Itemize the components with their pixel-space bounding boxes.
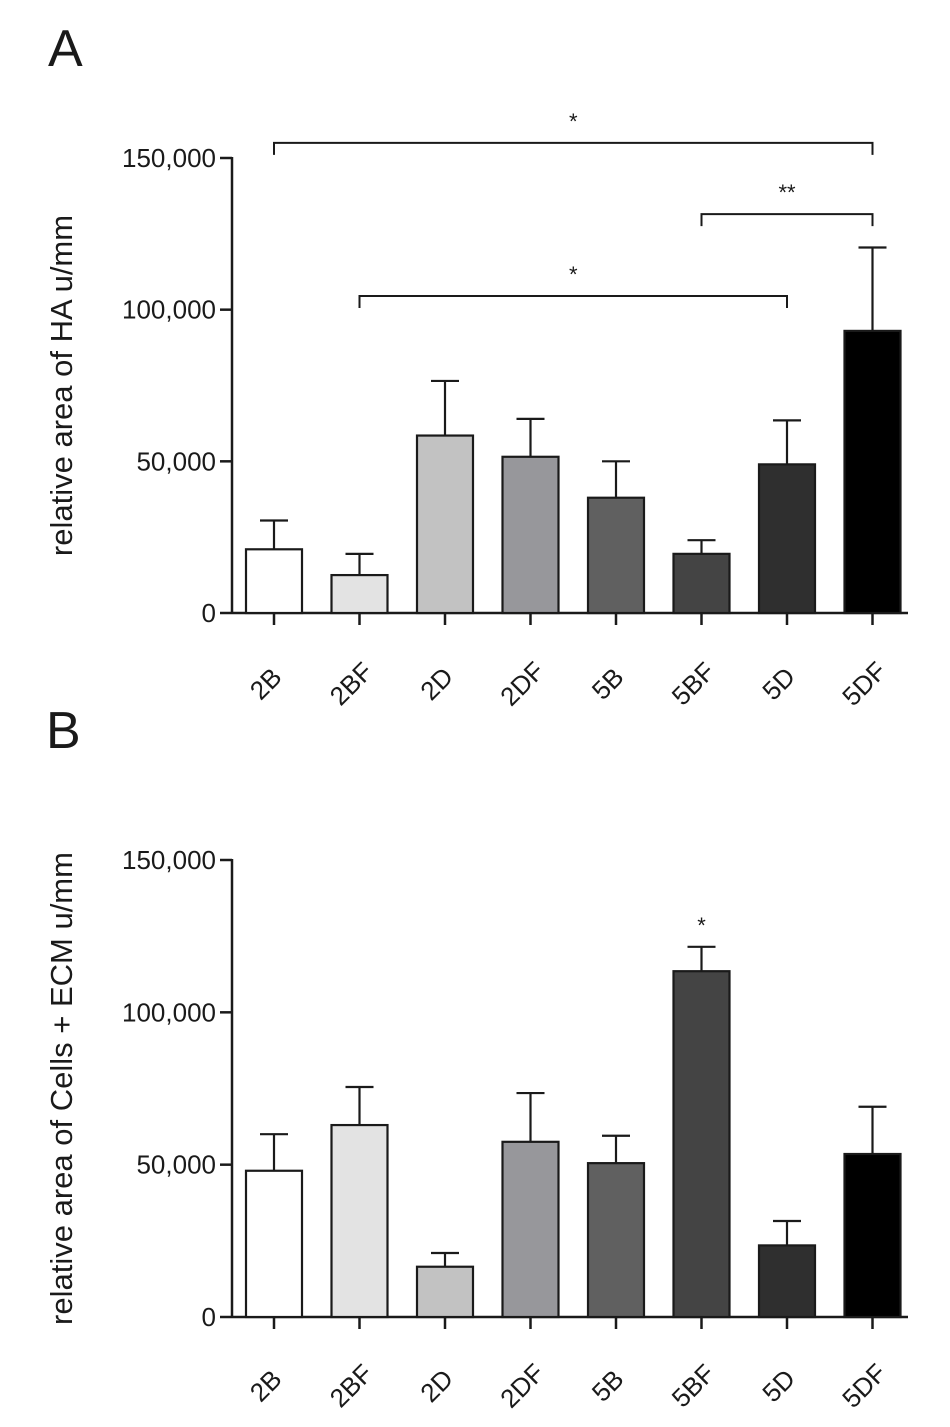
panel-a-y-tick-label: 0	[202, 598, 216, 628]
panel-b-bar-2b	[244, 1169, 304, 1319]
panel-a-letter: A	[48, 20, 83, 78]
panel-a-bar-2bf	[330, 573, 389, 615]
panel-a-bar-5bf	[672, 552, 731, 615]
panel-b-y-tick-label: 100,000	[122, 997, 216, 1027]
panel-a-bar-2df	[501, 455, 560, 615]
panel-b-annotation-label: *	[697, 913, 706, 938]
panel-b-bar-2df	[501, 1140, 560, 1319]
panel-b-bar-5d	[757, 1244, 817, 1319]
panel-b-category-label: 2B	[244, 1364, 288, 1408]
panel-a-category-label: 5DF	[836, 656, 892, 712]
panel-a-y-tick-label: 50,000	[136, 446, 216, 476]
panel-b-y-axis-title: relative area of Cells + ECM u/mm	[44, 852, 79, 1325]
panel-b-bar-5df	[843, 1152, 902, 1319]
panel-b-category-label: 2DF	[494, 1358, 550, 1414]
panel-a-category-label: 5D	[756, 661, 801, 706]
panel-a-y-tick-label: 100,000	[122, 295, 216, 325]
panel-b-category-label: 5DF	[836, 1358, 892, 1414]
panel-b-letter: B	[46, 702, 81, 760]
panel-b-category-label: 2BF	[324, 1358, 379, 1413]
panel-a-significance-label: *	[569, 262, 578, 287]
panel-a-chart: relative area of HA u/mm 0 50,000 100,000 15…	[44, 109, 908, 712]
panel-a-significance-label: *	[569, 109, 578, 134]
panel-a-bar-5d	[757, 463, 817, 615]
panel-a-significance-bracket	[273, 141, 874, 155]
panel-a-y-axis-title: relative area of HA u/mm	[44, 215, 79, 556]
panel-a-y-tick-label: 150,000	[122, 143, 216, 173]
panel-b-bar-2d	[415, 1265, 475, 1319]
panel-a-category-label: 2BF	[324, 656, 379, 711]
panel-b-chart: relative area of Cells + ECM u/mm 0 50,000…	[44, 845, 908, 1414]
panel-b-bar-5b	[586, 1162, 646, 1319]
panel-a-bar-2b	[244, 548, 304, 615]
panel-a-bar-5df	[843, 329, 902, 615]
panel-b-y-tick-label: 150,000	[122, 845, 216, 875]
panel-b-category-label: 5D	[756, 1363, 801, 1408]
panel-a-significance-bracket	[700, 213, 874, 227]
panel-a-category-label: 2D	[414, 661, 459, 706]
panel-b-y-tick-label: 0	[202, 1302, 216, 1332]
panel-b-category-label: 2D	[414, 1363, 459, 1408]
panel-a-bar-2d	[415, 434, 475, 615]
panel-a-category-label: 5BF	[666, 656, 721, 711]
panel-b-y-tick-label: 50,000	[136, 1150, 216, 1180]
panel-a-category-label: 2B	[244, 662, 288, 706]
panel-a-category-label: 2DF	[494, 656, 550, 712]
panel-b-bar-2bf	[330, 1123, 389, 1319]
panel-a-bar-5b	[586, 496, 646, 615]
panel-b-category-label: 5B	[586, 1364, 630, 1408]
panel-b-bar-5bf	[672, 970, 731, 1319]
panel-a-category-label: 5B	[586, 662, 630, 706]
panel-b-category-label: 5BF	[666, 1358, 721, 1413]
panel-a-significance-bracket	[358, 295, 788, 309]
panel-a-significance-label: **	[778, 180, 796, 205]
